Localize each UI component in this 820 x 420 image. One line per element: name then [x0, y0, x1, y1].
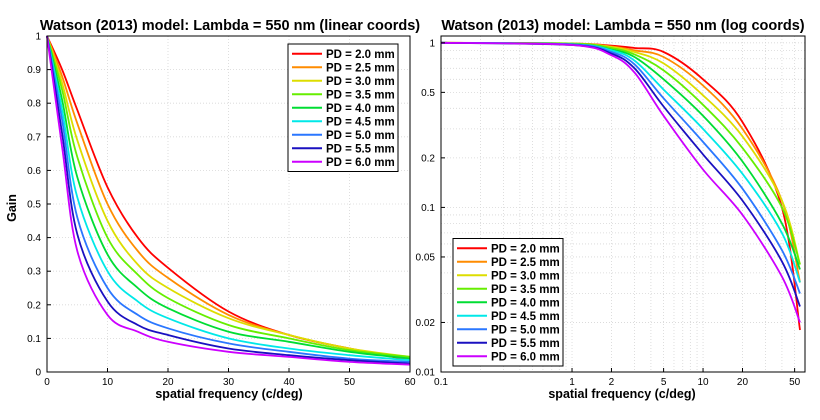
series-line-linear-8	[46, 35, 411, 366]
legend-label: PD = 5.5 mm	[326, 143, 395, 155]
chart-log: Watson (2013) model: Lambda = 550 nm (lo…	[416, 18, 806, 401]
series-line-linear-4	[46, 35, 411, 360]
x-tick-label: 40	[283, 377, 295, 388]
x-axis-label-linear: spatial frequency (c/deg)	[155, 387, 302, 401]
x-tick-label: 10	[102, 377, 114, 388]
legend-label: PD = 5.0 mm	[491, 324, 560, 336]
legend-label: PD = 2.5 mm	[491, 257, 560, 269]
series-group-log	[440, 41, 801, 331]
y-tick-label: 0.01	[416, 368, 436, 379]
x-tick-label: 0	[44, 377, 50, 388]
legend-label: PD = 3.5 mm	[326, 89, 395, 101]
y-tick-label: 0.3	[27, 267, 41, 278]
chart-title-linear: Watson (2013) model: Lambda = 550 nm (li…	[40, 18, 420, 34]
y-tick-label: 0.7	[27, 132, 41, 143]
y-tick-label: 0.02	[416, 318, 436, 329]
legend-label: PD = 6.0 mm	[326, 157, 395, 169]
legend-label: PD = 2.0 mm	[491, 243, 560, 255]
legend-label: PD = 5.0 mm	[326, 130, 395, 142]
series-line-linear-7	[46, 35, 411, 365]
y-tick-label: 1	[35, 32, 41, 43]
legend-label: PD = 3.0 mm	[491, 270, 560, 282]
ticks-linear: 0 10 20 30 40 50 60 0 0.1 0.2 0.3 0.4 0.5 0.6 0.7 0.8 0.…	[27, 32, 416, 389]
x-tick-label: 20	[737, 377, 749, 388]
chart-linear: Watson (2013) model: Lambda = 550 nm (li…	[5, 18, 420, 401]
x-tick-label: 10	[697, 377, 709, 388]
series-line-log-8	[440, 41, 801, 323]
y-tick-label: 0.2	[27, 300, 41, 311]
plot-frame-log	[440, 35, 806, 373]
x-tick-label: 50	[344, 377, 356, 388]
legend-label: PD = 4.0 mm	[326, 103, 395, 115]
y-tick-label: 0.5	[27, 200, 41, 211]
y-tick-label: 0.2	[421, 153, 435, 164]
series-group-linear	[46, 35, 411, 366]
x-tick-label: 50	[789, 377, 801, 388]
x-tick-label: 20	[162, 377, 174, 388]
y-tick-label: 0.05	[416, 252, 436, 263]
chart-title-log: Watson (2013) model: Lambda = 550 nm (lo…	[441, 18, 804, 34]
x-tick-label: 1	[569, 377, 575, 388]
legend-label: PD = 3.0 mm	[326, 76, 395, 88]
x-axis-label-log: spatial frequency (c/deg)	[548, 387, 695, 401]
y-tick-label: 1	[429, 38, 435, 49]
legend-label: PD = 5.5 mm	[491, 338, 560, 350]
legend-label: PD = 2.5 mm	[326, 62, 395, 74]
y-axis-label-linear: Gain	[5, 194, 19, 222]
y-tick-label: 0.9	[27, 65, 41, 76]
series-line-linear-6	[46, 35, 411, 363]
x-tick-label: 5	[661, 377, 667, 388]
legend-label: PD = 2.0 mm	[326, 49, 395, 61]
legend-label: PD = 4.5 mm	[326, 116, 395, 128]
y-tick-label: 0.4	[27, 233, 41, 244]
ticks-log: 0.1 1 2 5 10 20 50 0.01 0.02 0.05 0.1 0.2 0.5 1	[416, 38, 801, 388]
x-tick-label: 0.1	[434, 377, 448, 388]
series-line-linear-2	[46, 35, 411, 358]
legend-label: PD = 4.0 mm	[491, 297, 560, 309]
x-tick-label: 2	[609, 377, 615, 388]
legend-label: PD = 3.5 mm	[491, 284, 560, 296]
legend-label: PD = 6.0 mm	[491, 351, 560, 363]
series-line-linear-3	[46, 35, 411, 358]
y-tick-label: 0	[35, 368, 41, 379]
x-tick-label: 60	[404, 377, 416, 388]
legend-label: PD = 4.5 mm	[491, 311, 560, 323]
x-tick-label: 30	[223, 377, 235, 388]
y-tick-label: 0.5	[421, 88, 435, 99]
y-tick-label: 0.1	[421, 203, 435, 214]
y-tick-label: 0.8	[27, 99, 41, 110]
grid-log	[440, 36, 806, 373]
series-line-linear-5	[46, 35, 411, 362]
y-tick-label: 0.6	[27, 166, 41, 177]
y-tick-label: 0.1	[27, 334, 41, 345]
